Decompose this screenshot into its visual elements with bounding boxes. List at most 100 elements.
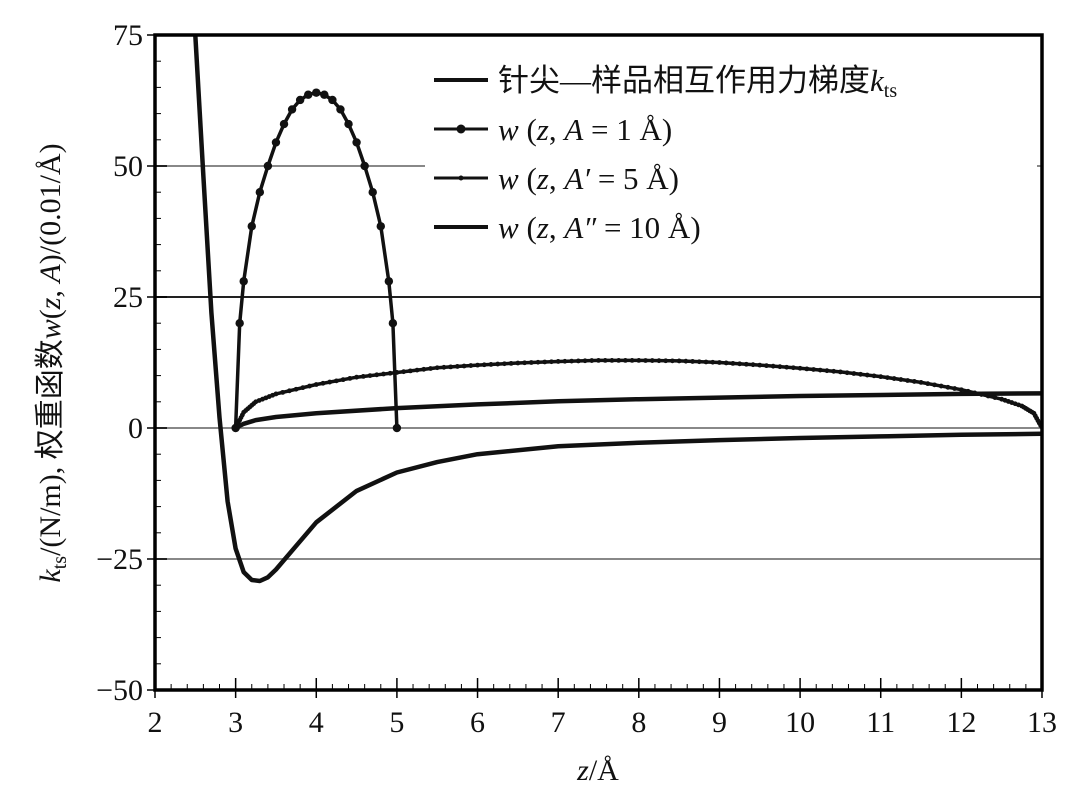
y-title-k: k [34, 569, 67, 583]
legend-open: ( [519, 161, 537, 196]
data-point [368, 188, 377, 197]
y-title-comma: , [34, 283, 67, 298]
data-point [898, 377, 904, 382]
legend-rest: = 1 Å) [583, 112, 672, 147]
data-point [542, 359, 548, 365]
legend-item-w-a5: w (z, A′ = 5 Å) [434, 161, 679, 196]
data-point [730, 360, 736, 366]
data-point [336, 105, 345, 114]
data-point [461, 363, 467, 369]
data-point [307, 383, 312, 389]
data-point [312, 88, 321, 97]
data-point [770, 363, 776, 369]
data-point [247, 222, 256, 231]
data-point [428, 366, 433, 371]
data-point [602, 358, 608, 363]
data-point [304, 90, 313, 99]
y-tick-label: 25 [113, 281, 143, 314]
data-point [239, 277, 248, 286]
data-point [555, 359, 561, 364]
x-tick-label: 10 [785, 706, 815, 739]
data-point [656, 358, 662, 364]
data-point [831, 368, 837, 374]
data-point [575, 358, 581, 364]
data-point [670, 358, 675, 364]
data-point [717, 360, 722, 365]
data-point [488, 362, 494, 367]
data-point [878, 374, 884, 380]
legend-label-kts-sub: ts [884, 80, 898, 102]
data-point [340, 377, 346, 383]
data-point [387, 370, 393, 376]
data-point [454, 364, 460, 369]
legend-label-kts-prefix: 针尖—样品相互作用力梯度 [498, 63, 870, 98]
data-point [932, 382, 937, 388]
plot-border [153, 33, 1044, 692]
data-point [858, 371, 863, 377]
legend-label-kts-k: k [870, 63, 885, 98]
data-point [320, 90, 329, 99]
data-point [279, 119, 289, 129]
legend-label-w-a10: w (z, A″ = 10 Å) [498, 210, 701, 245]
data-point [441, 364, 447, 370]
data-point [354, 374, 359, 380]
data-point [703, 359, 709, 365]
data-point [360, 161, 369, 171]
y-title-A: A [34, 264, 67, 285]
data-point [864, 372, 870, 378]
dot-marker-icon [456, 124, 466, 134]
data-point [844, 370, 850, 376]
data-point [394, 370, 400, 375]
data-point [495, 361, 501, 367]
data-point [381, 371, 386, 377]
legend: 针尖—样品相互作用力梯度kts w (z, A = 1 Å) w (z, A′ … [425, 60, 1037, 250]
x-axis-title: z/Å [576, 754, 619, 787]
data-point [696, 359, 702, 365]
data-point [388, 319, 398, 328]
data-point [582, 358, 588, 364]
data-point [690, 359, 695, 364]
data-point [952, 386, 958, 391]
data-point [676, 358, 682, 364]
legend-rest: = 5 Å) [590, 161, 679, 196]
legend-open: ( [519, 210, 537, 245]
data-point [891, 376, 897, 381]
data-point [528, 360, 534, 365]
data-series [193, 34, 1044, 584]
data-point [790, 365, 796, 371]
data-point [392, 423, 402, 433]
data-point [817, 367, 823, 373]
y-axis-title: kts/(N/m), 权重函数w(z, A)/(0.01/Å) [34, 143, 71, 582]
data-point [905, 378, 911, 383]
data-point [629, 358, 635, 363]
y-tick-label: 0 [128, 412, 143, 445]
x-axis-title-unit: /Å [589, 754, 619, 787]
legend-label-w-a1: w (z, A = 1 Å) [498, 112, 672, 147]
data-point [643, 358, 648, 363]
x-tick-label: 12 [946, 706, 976, 739]
data-point [562, 358, 568, 364]
legend-background [425, 60, 1037, 250]
legend-item-w-a10: w (z, A″ = 10 Å) [434, 210, 701, 245]
data-point [481, 362, 487, 368]
legend-comma: , [549, 210, 565, 245]
y-tick-label: 50 [113, 150, 143, 183]
data-point [287, 105, 297, 114]
legend-open: ( [519, 112, 537, 147]
data-point [293, 386, 299, 392]
legend-comma: , [549, 112, 565, 147]
x-tick-label: 13 [1027, 706, 1057, 739]
data-point [777, 364, 783, 370]
legend-z: z [536, 210, 549, 245]
legend-item-w-a1: w (z, A = 1 Å) [434, 112, 672, 147]
data-point [737, 361, 743, 367]
y-title-paren: ( [34, 309, 67, 319]
data-point [352, 138, 361, 147]
y-tick-label: −25 [96, 543, 143, 576]
data-point [911, 379, 917, 384]
data-point [508, 360, 514, 366]
data-point [235, 319, 244, 328]
data-point [515, 360, 521, 366]
legend-z: z [536, 161, 549, 196]
